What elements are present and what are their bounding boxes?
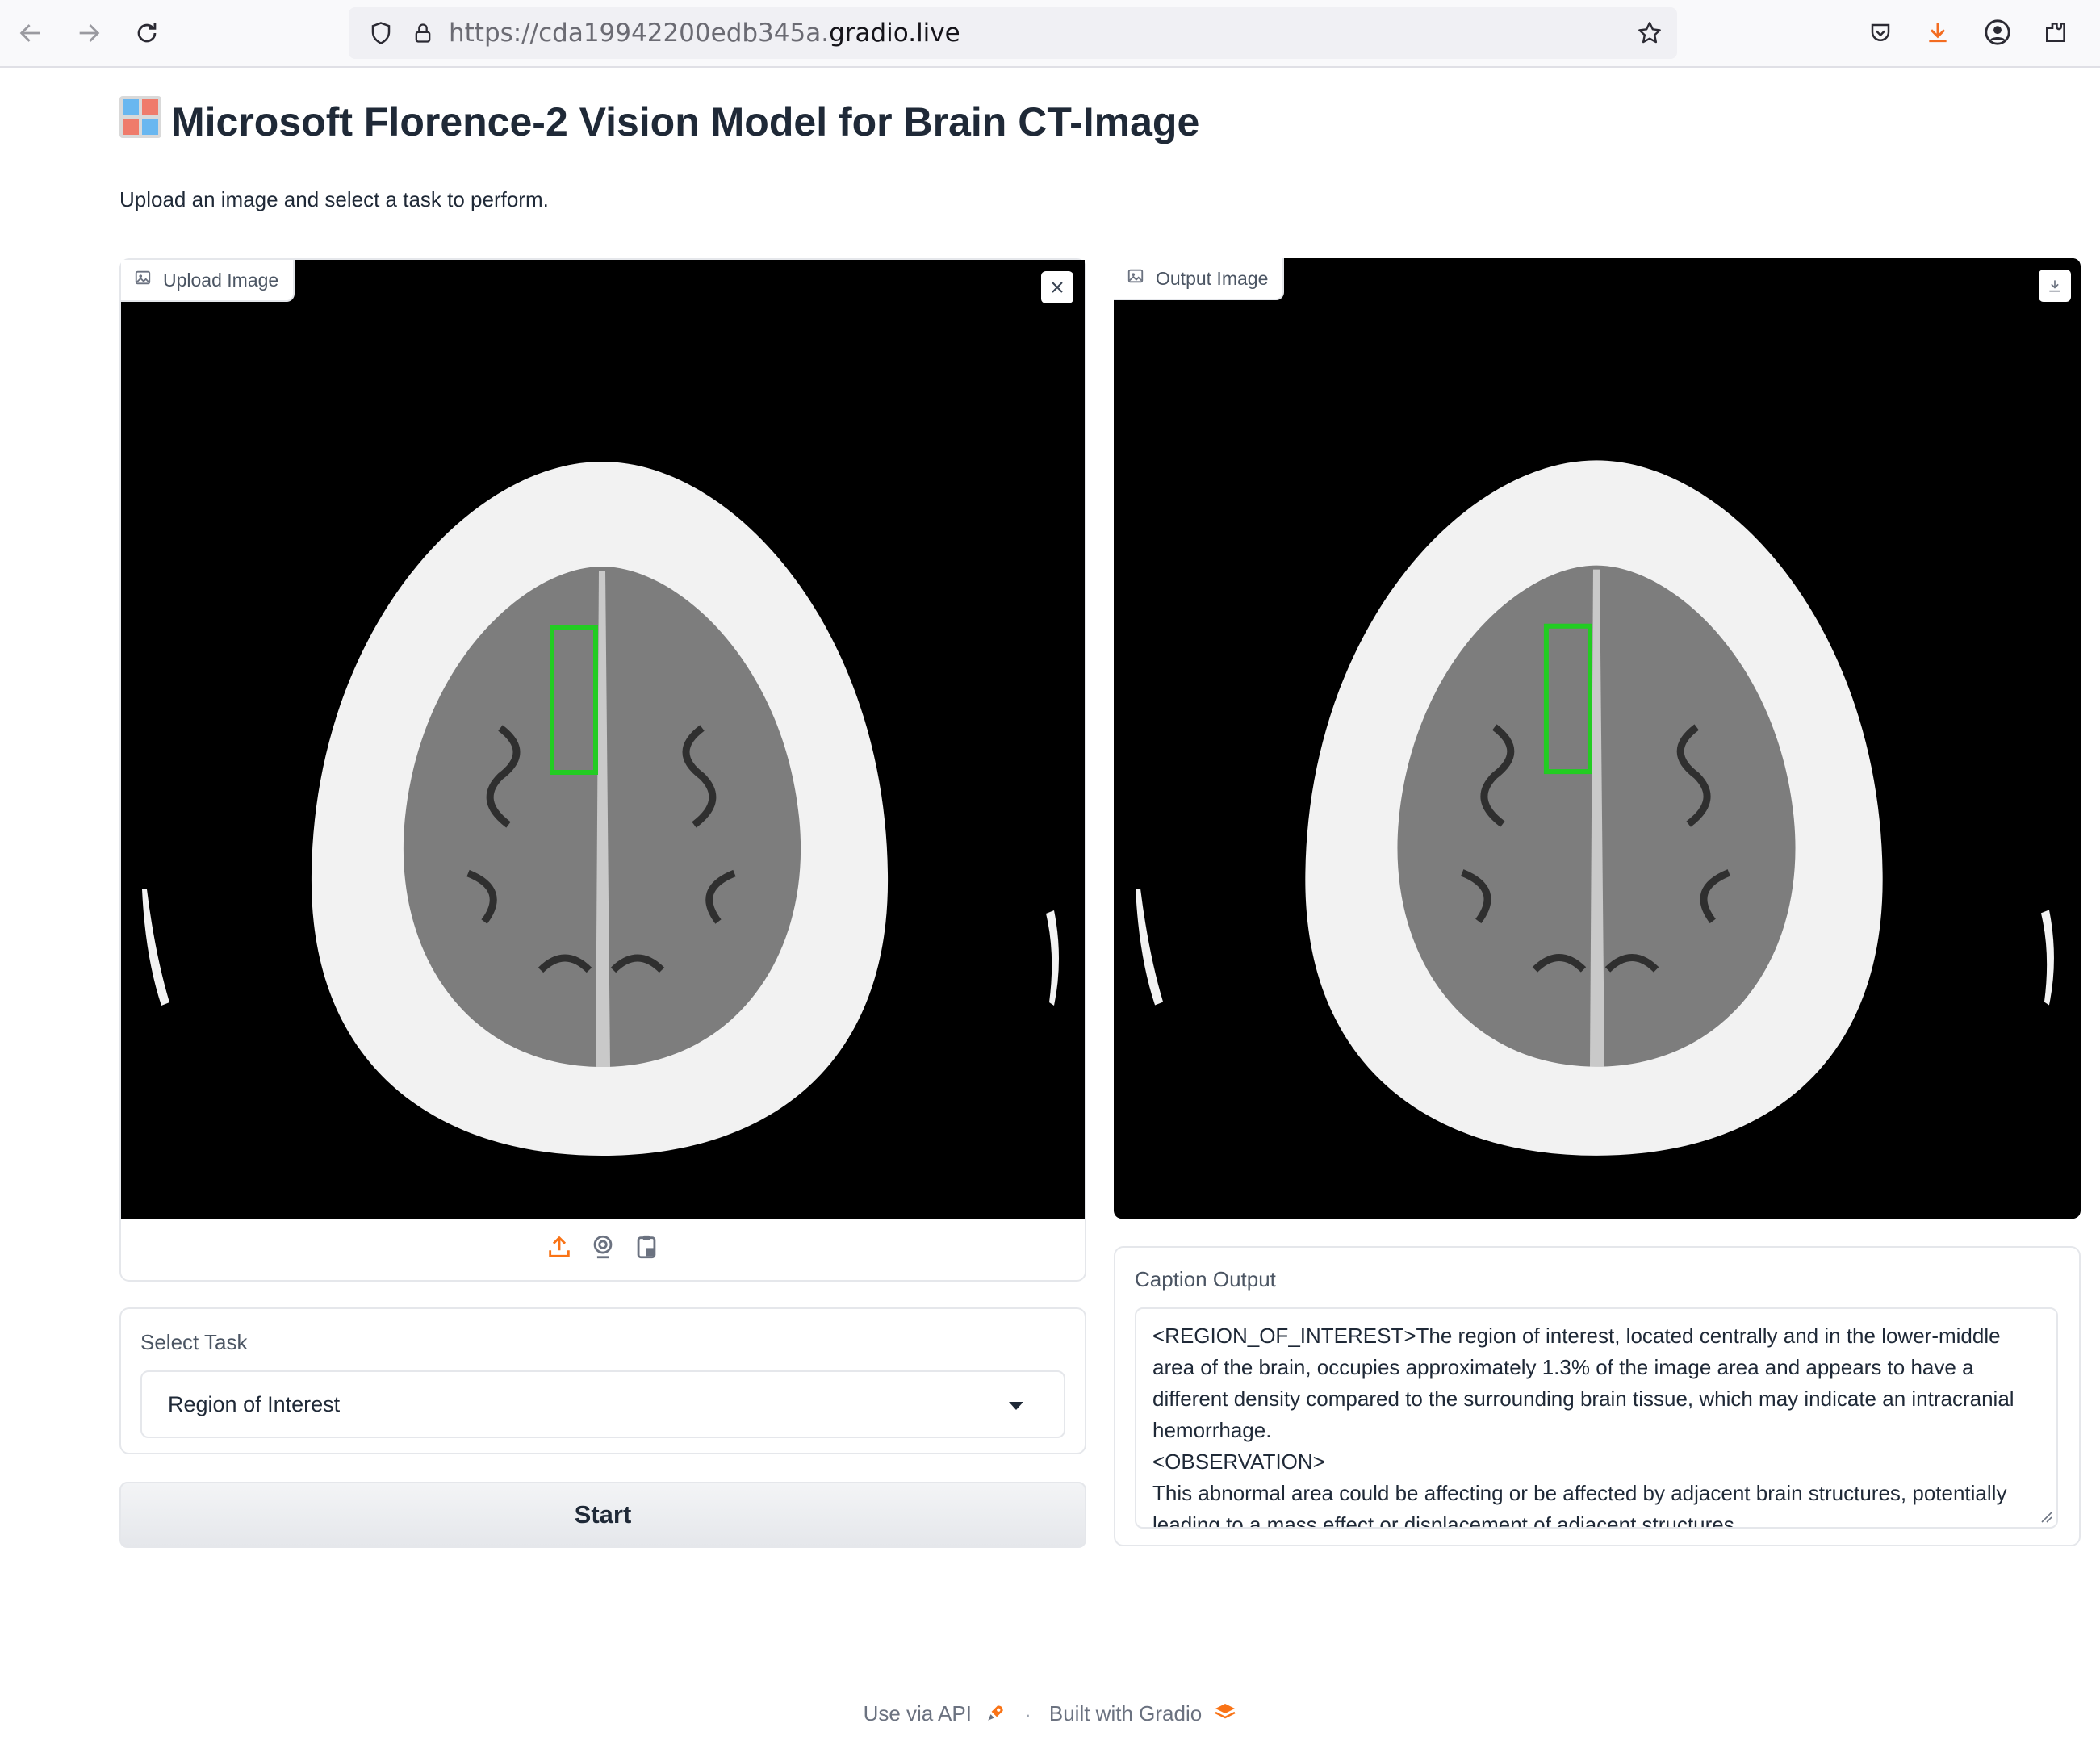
address-bar[interactable]: https://cda19942200edb345a.gradio.live [349, 7, 1677, 59]
lock-icon[interactable] [407, 17, 439, 49]
output-ct-image [1114, 258, 2081, 1219]
built-with-gradio-text: Built with Gradio [1048, 1701, 1203, 1725]
output-image-label: Output Image [1114, 258, 1285, 300]
upload-image-label: Upload Image [121, 260, 295, 302]
pocket-icon[interactable] [1864, 17, 1897, 49]
clipboard-icon[interactable] [633, 1233, 660, 1265]
url-domain: gradio.live [829, 19, 960, 48]
url-prefix: https://cda19942200edb345a. [449, 19, 830, 48]
select-task-panel: Select Task Region of Interest [119, 1307, 1086, 1454]
built-with-gradio-link[interactable]: Built with Gradio [1049, 1701, 1237, 1729]
account-icon[interactable] [1981, 15, 2014, 49]
caption-output-panel: Caption Output [1114, 1246, 2081, 1546]
gradio-logo-icon [1214, 1702, 1236, 1729]
chevron-down-icon [1009, 1402, 1023, 1410]
close-icon [1052, 282, 1063, 293]
rocket-icon [985, 1702, 1006, 1729]
download-output-button[interactable] [2039, 270, 2071, 302]
select-task-label: Select Task [140, 1330, 248, 1354]
star-icon[interactable] [1634, 17, 1666, 49]
resize-handle-icon[interactable] [2039, 1509, 2053, 1524]
use-via-api-link[interactable]: Use via API [864, 1701, 1007, 1729]
reload-icon[interactable] [128, 14, 166, 52]
upload-icon[interactable] [546, 1233, 573, 1265]
download-icon [2049, 280, 2060, 292]
caption-output-text: <REGION_OF_INTEREST>The region of intere… [1152, 1324, 2014, 1529]
footer: Use via API · Built with Gradio [0, 1701, 2100, 1729]
page-subtitle: Upload an image and select a task to per… [119, 187, 549, 211]
image-icon [1127, 267, 1144, 290]
uploaded-ct-image[interactable] [121, 260, 1085, 1219]
use-via-api-text: Use via API [863, 1701, 972, 1725]
caption-output-textarea[interactable]: <REGION_OF_INTEREST>The region of intere… [1135, 1307, 2058, 1529]
caption-output-label: Caption Output [1135, 1267, 1276, 1291]
page-title: Microsoft Florence-2 Vision Model for Br… [118, 94, 1199, 150]
back-arrow-icon[interactable] [11, 14, 50, 52]
image-icon [134, 269, 152, 291]
webcam-icon[interactable] [589, 1233, 617, 1265]
page-title-text: Microsoft Florence-2 Vision Model for Br… [171, 99, 1200, 144]
browser-toolbar: https://cda19942200edb345a.gradio.live [0, 0, 2100, 68]
upload-image-label-text: Upload Image [163, 269, 279, 291]
url-text[interactable]: https://cda19942200edb345a.gradio.live [449, 7, 960, 59]
clear-image-button[interactable] [1041, 271, 1073, 303]
start-button[interactable]: Start [119, 1482, 1086, 1548]
task-dropdown-value: Region of Interest [168, 1391, 341, 1416]
output-image-label-text: Output Image [1156, 267, 1269, 289]
window-emoji-icon [118, 94, 163, 149]
download-icon[interactable] [1921, 15, 1955, 49]
image-source-bar [121, 1217, 1085, 1280]
task-dropdown[interactable]: Region of Interest [140, 1370, 1065, 1438]
extensions-icon[interactable] [2039, 15, 2073, 49]
upload-image-panel[interactable]: Upload Image [119, 258, 1086, 1282]
shield-icon[interactable] [365, 17, 397, 49]
footer-separator: · [1024, 1702, 1031, 1727]
forward-arrow-icon[interactable] [69, 14, 108, 52]
output-image-panel: Output Image [1114, 258, 2081, 1219]
